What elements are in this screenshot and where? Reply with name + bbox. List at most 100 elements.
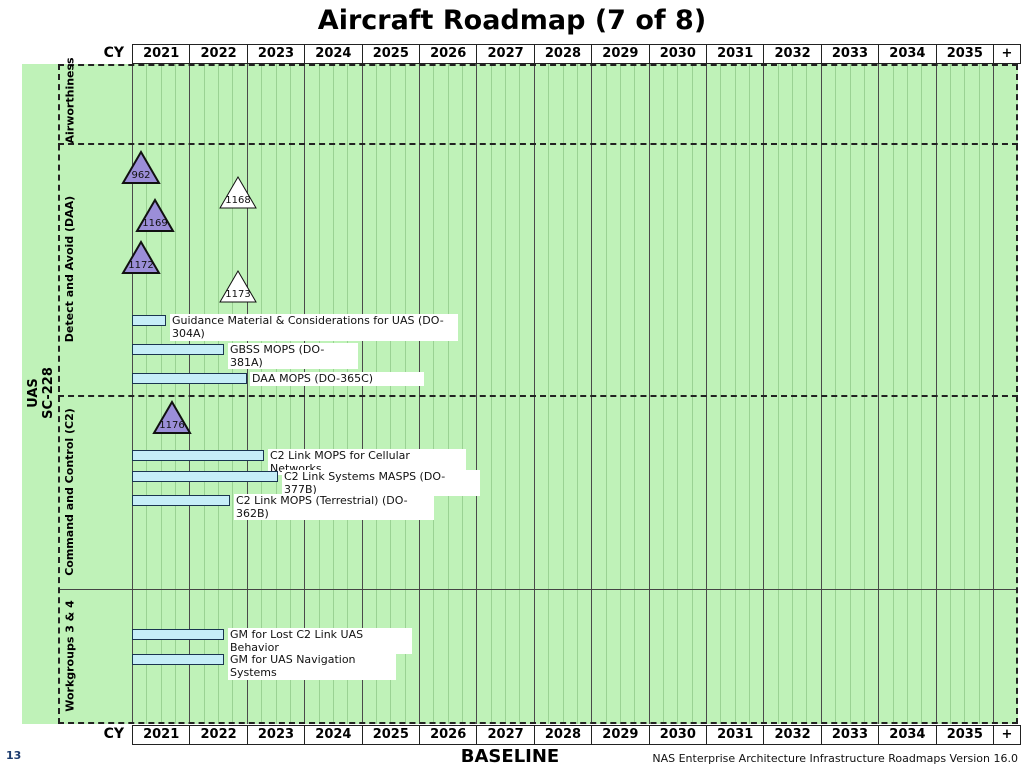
year-cell: + <box>993 44 1021 64</box>
year-gridline <box>361 64 363 724</box>
year-cell: 2026 <box>419 44 477 64</box>
quarter-gridline <box>490 64 492 724</box>
quarter-gridline <box>662 64 664 724</box>
quarter-gridline <box>203 64 205 724</box>
activity-label: DAA MOPS (DO-365C) <box>250 372 424 386</box>
year-cell: 2032 <box>763 44 821 64</box>
page-title: Aircraft Roadmap (7 of 8) <box>317 5 707 36</box>
year-cell: 2033 <box>820 725 879 745</box>
year-cell: 2027 <box>476 725 534 745</box>
year-gridline <box>476 64 478 724</box>
activity-label: GBSS MOPS (DO-381A) <box>228 343 358 369</box>
year-cell: 2023 <box>246 44 305 64</box>
quarter-gridline <box>261 64 263 724</box>
year-gridline <box>648 64 650 724</box>
milestone-shape <box>152 400 192 434</box>
milestone-shape <box>120 240 161 274</box>
page-number: 13 <box>6 749 22 762</box>
year-gridline <box>246 64 248 724</box>
milestone-label: 1176 <box>159 420 184 431</box>
quarter-gridline <box>906 64 908 724</box>
quarter-gridline <box>462 64 464 724</box>
activity-bar <box>132 629 224 640</box>
milestone-shape <box>135 198 175 232</box>
year-cell: 2028 <box>533 725 592 745</box>
quarter-gridline <box>289 64 291 724</box>
band-separator <box>58 64 1018 66</box>
band-label: Detect and Avoid (DAA) <box>63 195 76 343</box>
activity-bar <box>132 315 167 326</box>
year-cell: 2035 <box>935 44 993 64</box>
year-cell: 2031 <box>706 44 764 64</box>
quarter-gridline <box>835 64 837 724</box>
band-separator <box>58 589 1018 590</box>
quarter-gridline <box>146 64 148 724</box>
quarter-gridline <box>447 64 449 724</box>
quarter-gridline <box>677 64 679 724</box>
year-gridline <box>820 64 822 724</box>
milestone-label: 962 <box>131 170 150 181</box>
year-gridline <box>189 64 191 724</box>
year-gridline <box>706 64 707 724</box>
milestone-triangle: 962 <box>120 150 161 184</box>
milestone-label: 1173 <box>225 289 250 300</box>
year-gridline <box>419 64 420 724</box>
quarter-gridline <box>390 64 392 724</box>
timeline-grid <box>132 64 1018 724</box>
year-gridline <box>132 64 133 724</box>
year-cell: 2034 <box>878 44 936 64</box>
year-gridline <box>304 64 306 724</box>
quarter-gridline <box>619 64 621 724</box>
year-cell: 2033 <box>820 44 879 64</box>
year-header-bottom: CY 2021 2022 2023 2024 2025 2026 2027 2028 2029 20… <box>94 725 1021 745</box>
year-cell: 2030 <box>648 44 706 64</box>
activity-label: C2 Link Systems MASPS (DO-377B) <box>282 470 480 496</box>
quarter-gridline <box>433 64 435 724</box>
activity-bar <box>132 344 224 355</box>
cy-label: CY <box>94 44 132 64</box>
year-cell: 2031 <box>706 725 764 745</box>
band-separator <box>58 722 1018 724</box>
quarter-gridline <box>892 64 894 724</box>
year-header-top: CY 2021 2022 2023 2024 2025 2026 2027 2028 2029 20… <box>94 44 1021 64</box>
year-cell: + <box>993 725 1021 745</box>
milestone-triangle: 1168 <box>219 176 258 209</box>
year-cell: 2032 <box>763 725 821 745</box>
quarter-gridline <box>505 64 507 724</box>
quarter-gridline <box>318 64 320 724</box>
band-border-right <box>1016 64 1018 724</box>
quarter-gridline <box>275 64 277 724</box>
milestone-label: 1169 <box>142 218 167 229</box>
year-cell: 2028 <box>533 44 592 64</box>
quarter-gridline <box>792 64 794 724</box>
year-gridline <box>591 64 593 724</box>
milestone-label: 1168 <box>225 195 250 206</box>
band-label-strip <box>58 64 132 724</box>
year-cell: 2029 <box>591 725 649 745</box>
quarter-gridline <box>720 64 722 724</box>
milestone-triangle: 1176 <box>152 400 192 434</box>
year-cell: 2030 <box>648 725 706 745</box>
quarter-gridline <box>777 64 779 724</box>
activity-bar <box>132 495 230 506</box>
band-label: Airworthiness <box>63 56 76 143</box>
quarter-gridline <box>160 64 162 724</box>
year-cell: 2021 <box>132 44 190 64</box>
year-cell: 2021 <box>132 725 190 745</box>
quarter-gridline <box>519 64 521 724</box>
quarter-gridline <box>218 64 220 724</box>
band-label: Command and Control (C2) <box>63 408 76 576</box>
cy-label: CY <box>94 725 132 745</box>
band-separator <box>58 143 1018 145</box>
year-cell: 2022 <box>189 725 247 745</box>
year-cell: 2022 <box>189 44 247 64</box>
year-gridline <box>935 64 937 724</box>
year-cell: 2025 <box>361 44 419 64</box>
quarter-gridline <box>734 64 736 724</box>
quarter-gridline <box>232 64 234 724</box>
year-gridline <box>533 64 535 724</box>
milestone-shape <box>120 150 161 184</box>
year-cell: 2025 <box>361 725 419 745</box>
activity-label: C2 Link MOPS (Terrestrial) (DO-362B) <box>234 494 434 520</box>
quarter-gridline <box>691 64 693 724</box>
